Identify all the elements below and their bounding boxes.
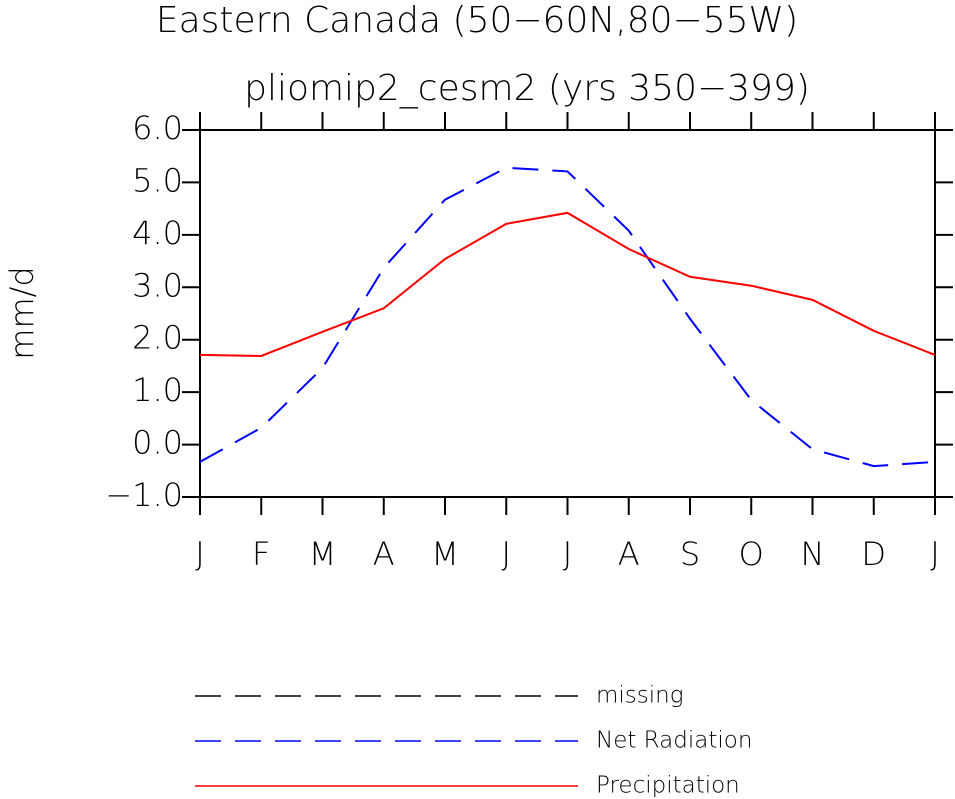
x-tick-label: M <box>431 535 459 573</box>
x-tick-label: N <box>801 535 825 573</box>
y-tick-label: 6.0 <box>132 109 183 147</box>
legend-label: Net Radiation <box>596 728 752 754</box>
y-tick-label: −1.0 <box>105 476 183 514</box>
x-tick-label: J <box>195 535 204 573</box>
y-tick-label: 4.0 <box>132 214 183 252</box>
chart-subtitle: pliomip2_cesm2 (yrs 350−399) <box>244 68 810 109</box>
x-tick-label: S <box>680 535 700 573</box>
plot-frame <box>199 129 936 498</box>
series-line <box>199 166 936 468</box>
x-tick-label: A <box>618 535 640 573</box>
chart-title: Eastern Canada (50−60N,80−55W) <box>156 0 798 41</box>
x-tick-label: M <box>309 535 337 573</box>
x-tick-label: J <box>563 535 572 573</box>
y-axis-label: mm/d <box>3 266 41 359</box>
legend-label: Precipitation <box>596 773 740 799</box>
x-tick-label: A <box>373 535 395 573</box>
y-tick-label: 1.0 <box>132 371 183 409</box>
y-tick-label: 2.0 <box>132 319 183 357</box>
series-line <box>199 211 936 357</box>
x-tick-label: F <box>252 535 270 573</box>
legend-label: missing <box>596 683 684 709</box>
y-tick-label: 3.0 <box>132 266 183 304</box>
x-tick-label: O <box>739 535 764 573</box>
y-tick-label: 5.0 <box>132 161 183 199</box>
y-tick-label: 0.0 <box>132 424 183 462</box>
x-tick-label: D <box>861 535 886 573</box>
x-tick-label: J <box>502 535 511 573</box>
x-tick-label: J <box>930 535 939 573</box>
